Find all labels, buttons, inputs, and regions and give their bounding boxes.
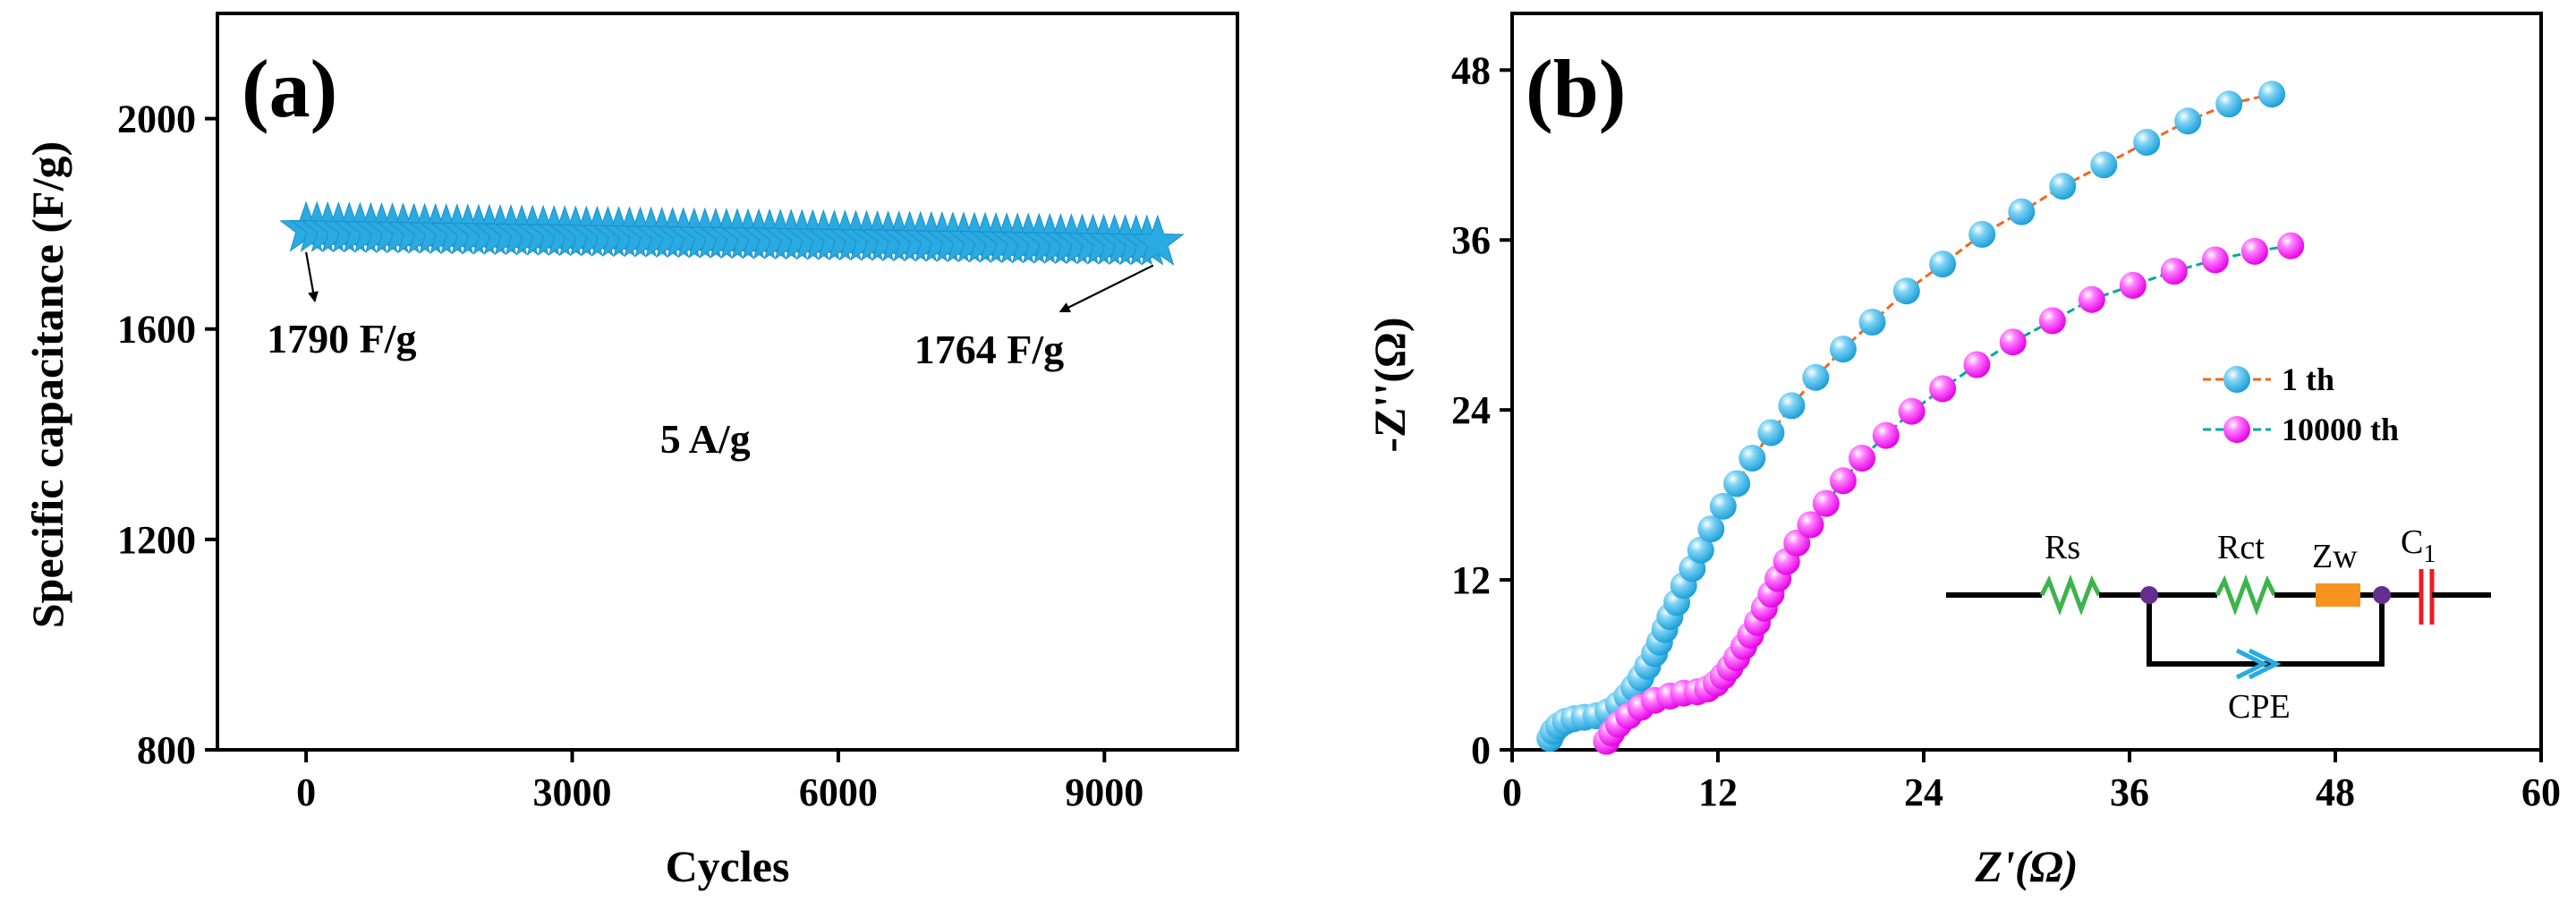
legend-marker-10000th xyxy=(2223,416,2250,443)
panel-a: (a) 0 3000 6000 9000 800 1200 1600 2000 1790 F… xyxy=(22,12,1239,891)
panel-a-x-label: Cycles xyxy=(666,841,790,891)
panel-b-point-10000th xyxy=(1898,397,1926,425)
panel-b-point-1th xyxy=(2258,81,2286,108)
panel-b-point-1th xyxy=(2008,198,2036,225)
legend-marker-1th xyxy=(2223,366,2250,393)
panel-b-point-10000th xyxy=(1849,445,1875,472)
panel-b-x-tick-label: 12 xyxy=(1698,770,1738,814)
panel-b-point-1th xyxy=(1739,445,1766,472)
panel-b-legend: 1 th 10000 th xyxy=(2203,361,2399,447)
panel-b-point-1th xyxy=(2133,129,2161,156)
panel-a-x-tick-label: 3000 xyxy=(533,770,612,814)
panel-a-annotation: 5 A/g xyxy=(660,416,751,462)
circuit-label-rs: Rs xyxy=(2045,529,2080,566)
panel-b-point-1th xyxy=(1858,309,1886,336)
panel-b-point-10000th xyxy=(1963,351,1991,378)
panel-b-label: (b) xyxy=(1526,43,1626,134)
panel-a-label: (a) xyxy=(242,43,337,134)
panel-b-y-label: -Z''(Ω) xyxy=(1365,317,1415,452)
panel-b-point-1th xyxy=(2090,151,2118,179)
panel-b-x-tick-label: 48 xyxy=(2316,770,2355,814)
panel-b-y-tick-label: 12 xyxy=(1451,558,1491,602)
panel-b-point-1th xyxy=(1709,492,1737,520)
panel-a-y-tick-label: 1200 xyxy=(117,518,196,562)
panel-b-point-1th xyxy=(1968,220,1996,248)
panel-b-point-1th xyxy=(1929,251,1957,278)
panel-a-star-point xyxy=(1130,214,1185,266)
panel-a-y-tick-label: 2000 xyxy=(117,98,196,141)
panel-b-point-10000th xyxy=(1872,421,1900,449)
circuit-label-rct: Rct xyxy=(2217,529,2265,566)
panel-b-point-1th xyxy=(1802,363,1830,391)
panel-a-arrowhead xyxy=(1058,264,1154,312)
panel-b-y-tick-label: 24 xyxy=(1451,388,1491,432)
panel-b-x-tick-label: 0 xyxy=(1502,770,1522,814)
warburg-zw-icon xyxy=(2316,583,2360,607)
panel-b-point-10000th xyxy=(2038,307,2066,335)
circuit-node-left xyxy=(2140,586,2158,604)
panel-b-series-markers xyxy=(1536,81,2305,755)
panel-b-point-10000th xyxy=(2201,246,2229,274)
panel-b-x-tick-label: 24 xyxy=(1904,770,1943,814)
legend-label-10000th: 10000 th xyxy=(2282,412,2399,447)
panel-a-annotation: 1764 F/g xyxy=(914,327,1064,372)
panel-a-annotation: 1790 F/g xyxy=(267,316,416,361)
equivalent-circuit: Rs Rct Zw C1 CPE xyxy=(1946,523,2491,726)
panel-b-point-10000th xyxy=(1929,375,1957,403)
panel-a-y-label: Specific capacitance (F/g) xyxy=(22,141,72,628)
panel-b-point-1th xyxy=(2049,173,2077,200)
panel-a-y-tick-label: 1600 xyxy=(117,308,196,352)
panel-b-point-1th xyxy=(1778,392,1806,420)
panel-a-x-tick-label: 9000 xyxy=(1065,770,1143,814)
panel-b-x-label: Z'(Ω) xyxy=(1974,841,2078,891)
panel-a-annotations: 1790 F/g 1764 F/g 5 A/g xyxy=(267,251,1154,462)
panel-b-point-10000th xyxy=(2277,232,2305,259)
circuit-label-cpe: CPE xyxy=(2228,688,2291,726)
cpe-element-icon xyxy=(2235,648,2282,680)
panel-b-point-10000th xyxy=(2160,258,2188,285)
panel-a-series xyxy=(279,200,1185,266)
panel-a-x-tick-label: 0 xyxy=(296,770,316,814)
panel-b-frame xyxy=(1510,12,2543,752)
panel-b-point-1th xyxy=(2215,90,2243,118)
panel-b-x-ticks: 0 12 24 36 48 60 xyxy=(1502,750,2561,814)
panel-b-point-1th xyxy=(1723,470,1751,498)
panel-b-point-10000th xyxy=(1812,489,1840,517)
panel-b-point-1th xyxy=(1697,515,1725,543)
circuit-label-zw: Zw xyxy=(2312,538,2358,575)
panel-b-point-10000th xyxy=(1999,328,2027,356)
panel-b-point-10000th xyxy=(1797,511,1824,539)
circuit-label-c1: C1 xyxy=(2401,523,2436,568)
panel-b-point-1th xyxy=(1829,336,1857,363)
legend-label-1th: 1 th xyxy=(2282,361,2334,397)
panel-b-series-line-1th xyxy=(1548,92,2273,739)
panel-b-y-tick-label: 48 xyxy=(1451,48,1491,92)
panel-b-series-line-10000th xyxy=(1605,244,2291,743)
panel-b-point-10000th xyxy=(2240,237,2268,265)
panel-b-y-ticks: 0 12 24 36 48 xyxy=(1451,48,1512,772)
panel-a-frame xyxy=(216,12,1239,752)
panel-b-point-1th xyxy=(1687,536,1714,564)
panel-b-point-1th xyxy=(1892,277,1920,305)
panel-a-arrowhead xyxy=(305,251,319,303)
panel-b-x-tick-label: 60 xyxy=(2521,770,2561,814)
panel-b-point-1th xyxy=(1757,419,1785,446)
panel-b-y-tick-label: 0 xyxy=(1471,728,1491,772)
panel-a-y-ticks: 800 1200 1600 2000 xyxy=(117,98,217,772)
circuit-node-right xyxy=(2373,586,2391,604)
resistor-rs-icon xyxy=(2039,574,2102,617)
panel-b-point-10000th xyxy=(1829,467,1857,495)
panel-b-y-tick-label: 36 xyxy=(1451,218,1491,262)
panel-a-y-tick-label: 800 xyxy=(137,728,196,772)
panel-a-x-ticks: 0 3000 6000 9000 xyxy=(296,750,1143,814)
panel-b-point-10000th xyxy=(2078,285,2105,313)
panel-b-x-tick-label: 36 xyxy=(2110,770,2149,814)
panel-a-x-tick-label: 6000 xyxy=(799,770,878,814)
panel-b-point-1th xyxy=(2174,107,2202,135)
resistor-rct-icon xyxy=(2215,574,2277,617)
panel-b-point-10000th xyxy=(1783,529,1811,557)
panel-b-point-10000th xyxy=(2119,271,2147,299)
